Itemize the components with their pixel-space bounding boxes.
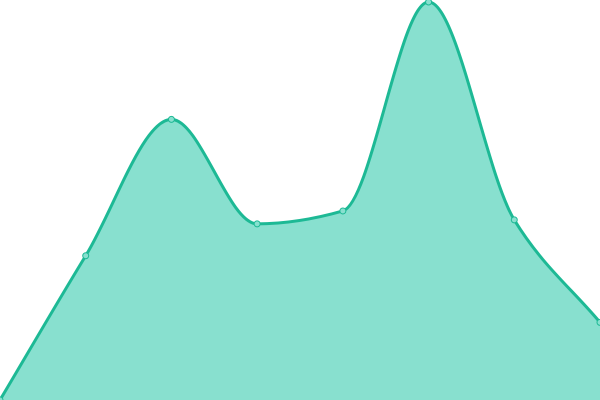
data-point[interactable]: [596, 318, 600, 326]
data-point[interactable]: [0, 396, 4, 400]
data-point[interactable]: [167, 115, 175, 123]
data-point[interactable]: [510, 216, 518, 224]
data-point[interactable]: [253, 220, 261, 228]
data-point[interactable]: [425, 0, 433, 6]
data-point[interactable]: [339, 207, 347, 215]
data-point[interactable]: [82, 252, 90, 260]
